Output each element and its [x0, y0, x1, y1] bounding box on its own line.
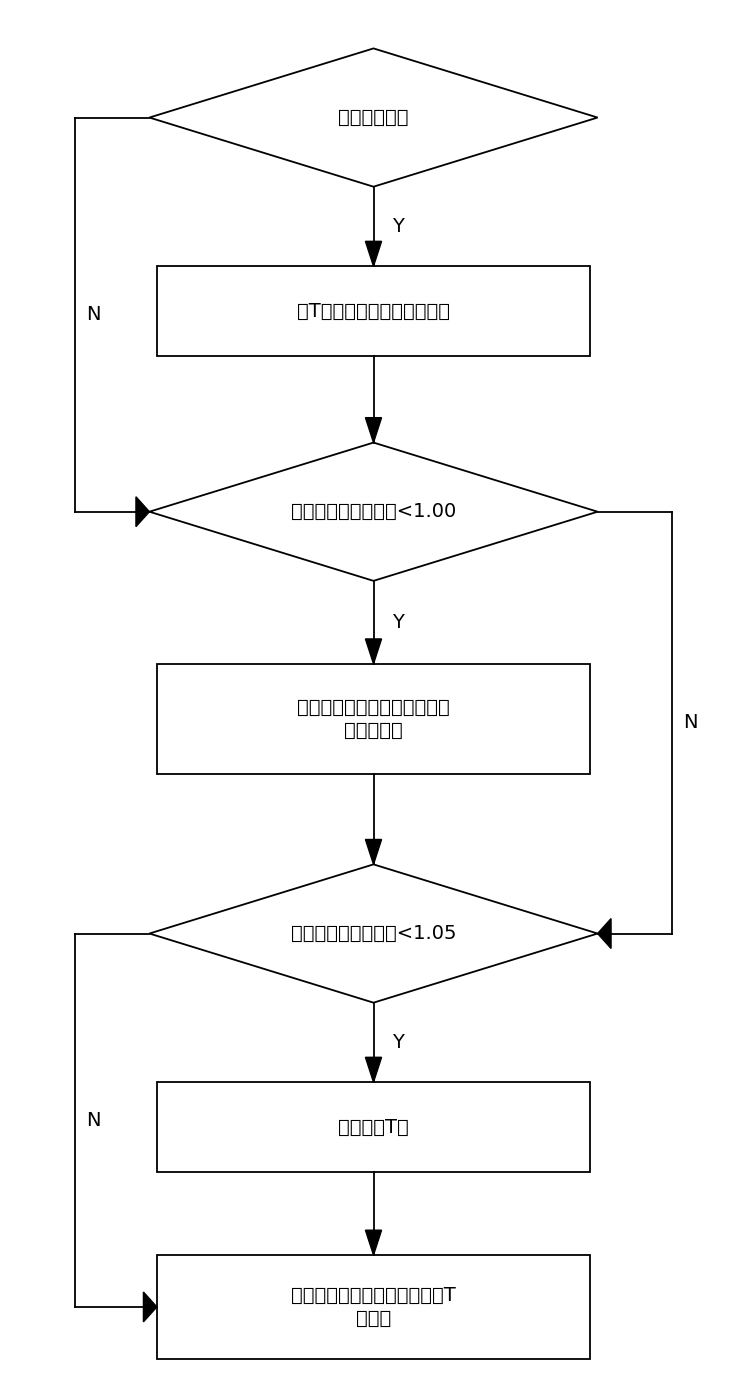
Text: 最大故障测距标么值<1.05: 最大故障测距标么值<1.05	[291, 924, 456, 943]
Text: Y: Y	[392, 217, 404, 236]
Polygon shape	[149, 48, 598, 187]
Text: 最小故障测距标么值<1.00: 最小故障测距标么值<1.00	[291, 502, 456, 521]
Polygon shape	[149, 443, 598, 581]
Polygon shape	[365, 418, 382, 443]
Text: 纵联通道正常: 纵联通道正常	[338, 108, 409, 127]
Text: N: N	[86, 1111, 100, 1130]
Polygon shape	[365, 1058, 382, 1082]
Bar	[157, 266, 590, 355]
Text: 故障点在T点: 故障点在T点	[338, 1117, 409, 1137]
Text: N: N	[684, 714, 698, 732]
Polygon shape	[143, 1292, 157, 1322]
Bar	[157, 1256, 590, 1358]
Text: 用T点补偿电压判断故障支路: 用T点补偿电压判断故障支路	[297, 301, 450, 321]
Text: 确定最小故障测距标么值支路
为故障支路: 确定最小故障测距标么值支路 为故障支路	[297, 698, 450, 740]
Text: N: N	[86, 306, 100, 324]
Polygon shape	[149, 864, 598, 1003]
Text: Y: Y	[392, 613, 404, 632]
Text: 用最终测距结果确定故障点离T
点距离: 用最终测距结果确定故障点离T 点距离	[291, 1286, 456, 1328]
Polygon shape	[365, 1231, 382, 1256]
Text: Y: Y	[392, 1033, 404, 1052]
Polygon shape	[365, 639, 382, 664]
Polygon shape	[598, 918, 611, 949]
Bar	[157, 1082, 590, 1173]
Polygon shape	[365, 241, 382, 266]
Polygon shape	[136, 496, 149, 527]
Polygon shape	[365, 839, 382, 864]
Bar	[157, 664, 590, 774]
